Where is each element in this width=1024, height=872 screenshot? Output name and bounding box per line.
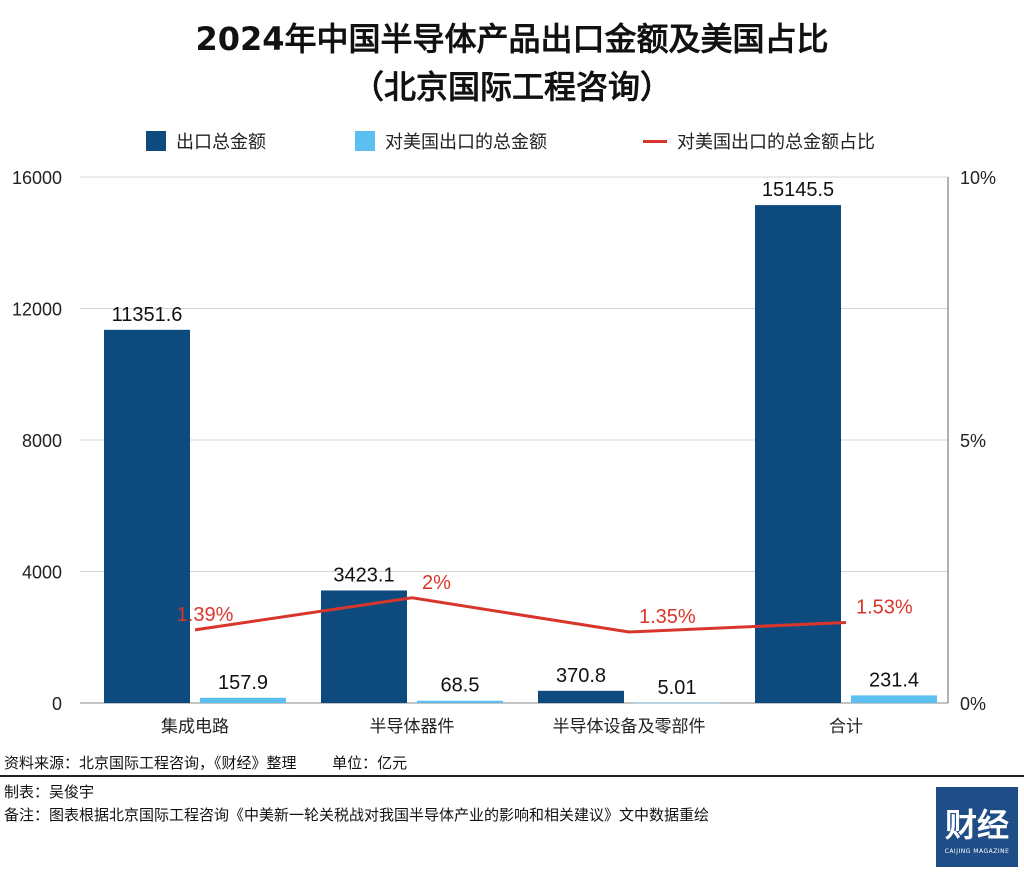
- bar: [104, 329, 190, 703]
- line-value-label: 2%: [422, 572, 451, 594]
- x-tick-label: 半导体设备及零部件: [553, 717, 706, 736]
- legend: 出口总金额 对美国出口的总金额 对美国出口的总金额占比: [0, 128, 1024, 154]
- bar-value-label: 5.01: [658, 677, 697, 699]
- y2-tick-label: 10%: [960, 168, 996, 188]
- legend-item-us-export: 对美国出口的总金额: [355, 128, 547, 154]
- legend-item-us-share: 对美国出口的总金额占比: [643, 128, 875, 154]
- y-tick-label: 8000: [22, 431, 62, 451]
- footer-author: 制表：吴俊宇: [4, 783, 95, 801]
- bar: [200, 697, 286, 703]
- legend-swatch-light-blue: [355, 131, 375, 151]
- legend-swatch-red-line: [643, 139, 667, 143]
- footer-source: 资料来源：北京国际工程咨询，《财经》整理: [4, 754, 297, 772]
- bar-value-label: 231.4: [869, 669, 919, 691]
- bar: [538, 690, 624, 703]
- chart-subtitle: （北京国际工程咨询）: [351, 68, 672, 106]
- legend-item-total-export: 出口总金额: [146, 128, 266, 154]
- bar: [321, 590, 407, 703]
- y-tick-label: 16000: [12, 168, 62, 188]
- share-line: [194, 596, 847, 634]
- bar-value-label: 15145.5: [762, 179, 834, 201]
- bar-value-label: 157.9: [218, 672, 268, 694]
- x-tick-label: 半导体器件: [370, 717, 455, 736]
- y2-tick-label: 5%: [960, 431, 986, 451]
- bar: [634, 702, 720, 704]
- x-tick-label: 集成电路: [161, 717, 229, 736]
- footer-unit: 单位：亿元: [332, 754, 408, 772]
- bar: [417, 700, 503, 703]
- y2-tick-label: 0%: [960, 694, 986, 714]
- legend-swatch-dark-blue: [146, 131, 166, 151]
- chart-title: 2024年中国半导体产品出口金额及美国占比: [195, 20, 829, 58]
- y-tick-label: 0: [52, 694, 62, 714]
- bar-value-label: 3423.1: [333, 564, 394, 586]
- legend-label-us-export: 对美国出口的总金额: [385, 132, 547, 153]
- logo-text: 财经: [944, 805, 1009, 844]
- bar-value-label: 11351.6: [112, 304, 183, 326]
- line-value-label: 1.53%: [856, 597, 913, 619]
- footer-divider: [0, 775, 1024, 777]
- line-value-label: 1.39%: [177, 604, 234, 626]
- footer-note: 备注：图表根据北京国际工程咨询《中美新一轮关税战对我国半导体产业的影响和相关建议…: [4, 806, 710, 824]
- logo-subtext: CAIJING MAGAZINE: [944, 847, 1010, 855]
- legend-label-us-share: 对美国出口的总金额占比: [677, 132, 875, 153]
- bar-value-label: 68.5: [441, 675, 480, 697]
- y-tick-label: 12000: [12, 300, 62, 320]
- line-value-label: 1.35%: [639, 606, 696, 628]
- bar-value-label: 370.8: [556, 665, 606, 687]
- bar: [851, 695, 937, 703]
- legend-label-total-export: 出口总金额: [176, 132, 266, 153]
- x-tick-label: 合计: [829, 717, 863, 736]
- bar: [755, 205, 841, 704]
- chart-area: 0 4000 8000 12000 16000 0% 5% 10% 11351.6 157.9 集成…: [12, 168, 996, 736]
- y-tick-label: 4000: [22, 563, 62, 583]
- caijing-logo: 财经 CAIJING MAGAZINE: [936, 787, 1018, 867]
- footer-source-line: 资料来源：北京国际工程咨询，《财经》整理 单位：亿元: [4, 752, 407, 773]
